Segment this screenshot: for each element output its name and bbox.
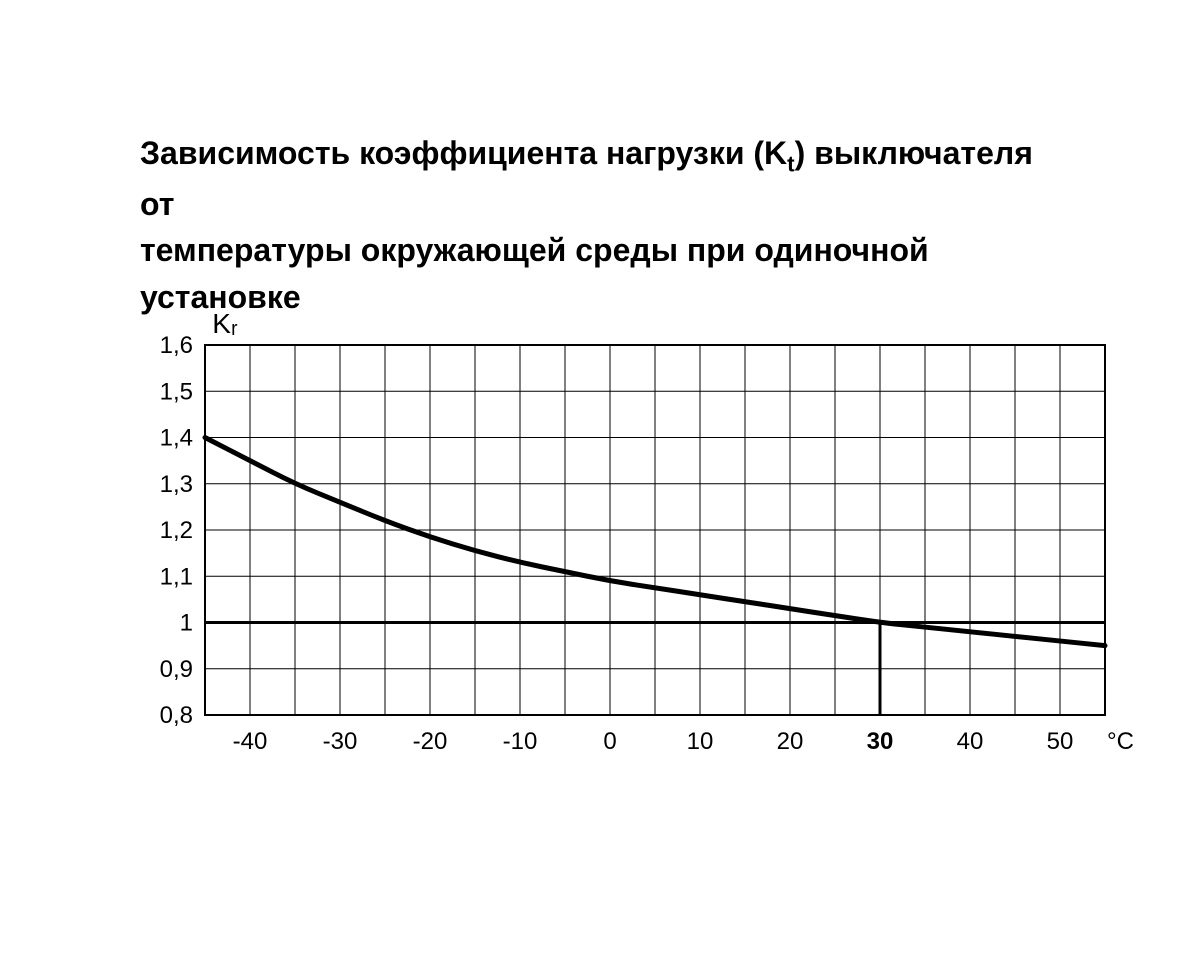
line-chart: 0,8 0,9 1 1,1 1,2 1,3 1,4 1,5 1,6 Kᵣ -40 -30 -20 -10 0… [90, 305, 1160, 790]
chart-svg: 0,8 0,9 1 1,1 1,2 1,3 1,4 1,5 1,6 Kᵣ -40 -30 -20 -10 0… [90, 305, 1160, 785]
page: Зависимость коэффициента нагрузки (Kt) в… [0, 0, 1200, 960]
x-tick-label: 20 [777, 728, 804, 755]
chart-title: Зависимость коэффициента нагрузки (Kt) в… [140, 130, 1060, 320]
x-tick-label: 40 [957, 728, 984, 755]
x-unit-label: °C [1107, 728, 1134, 755]
y-tick-label: 0,9 [160, 656, 193, 683]
y-tick-label: 1,4 [160, 425, 193, 452]
x-tick-label: -30 [323, 728, 358, 755]
x-tick-label: 30 [867, 728, 894, 755]
y-tick-label: 0,8 [160, 702, 193, 729]
y-tick-label: 1,1 [160, 563, 193, 590]
y-tick-label: 1,3 [160, 471, 193, 498]
title-line1: Зависимость коэффициента нагрузки (K [140, 135, 787, 171]
y-tick-label: 1,6 [160, 332, 193, 359]
x-tick-label: -10 [503, 728, 538, 755]
x-tick-label: 10 [687, 728, 714, 755]
x-tick-label: 0 [603, 728, 616, 755]
y-axis-label: Kᵣ [212, 308, 238, 339]
y-tick-label: 1,2 [160, 517, 193, 544]
title-sub: t [787, 151, 794, 176]
x-tick-label: -40 [233, 728, 268, 755]
y-tick-label: 1,5 [160, 378, 193, 405]
x-tick-label: 50 [1047, 728, 1074, 755]
title-line2: температуры окружающей среды при одиночн… [140, 232, 929, 314]
x-tick-label: -20 [413, 728, 448, 755]
y-tick-label: 1 [180, 610, 193, 637]
